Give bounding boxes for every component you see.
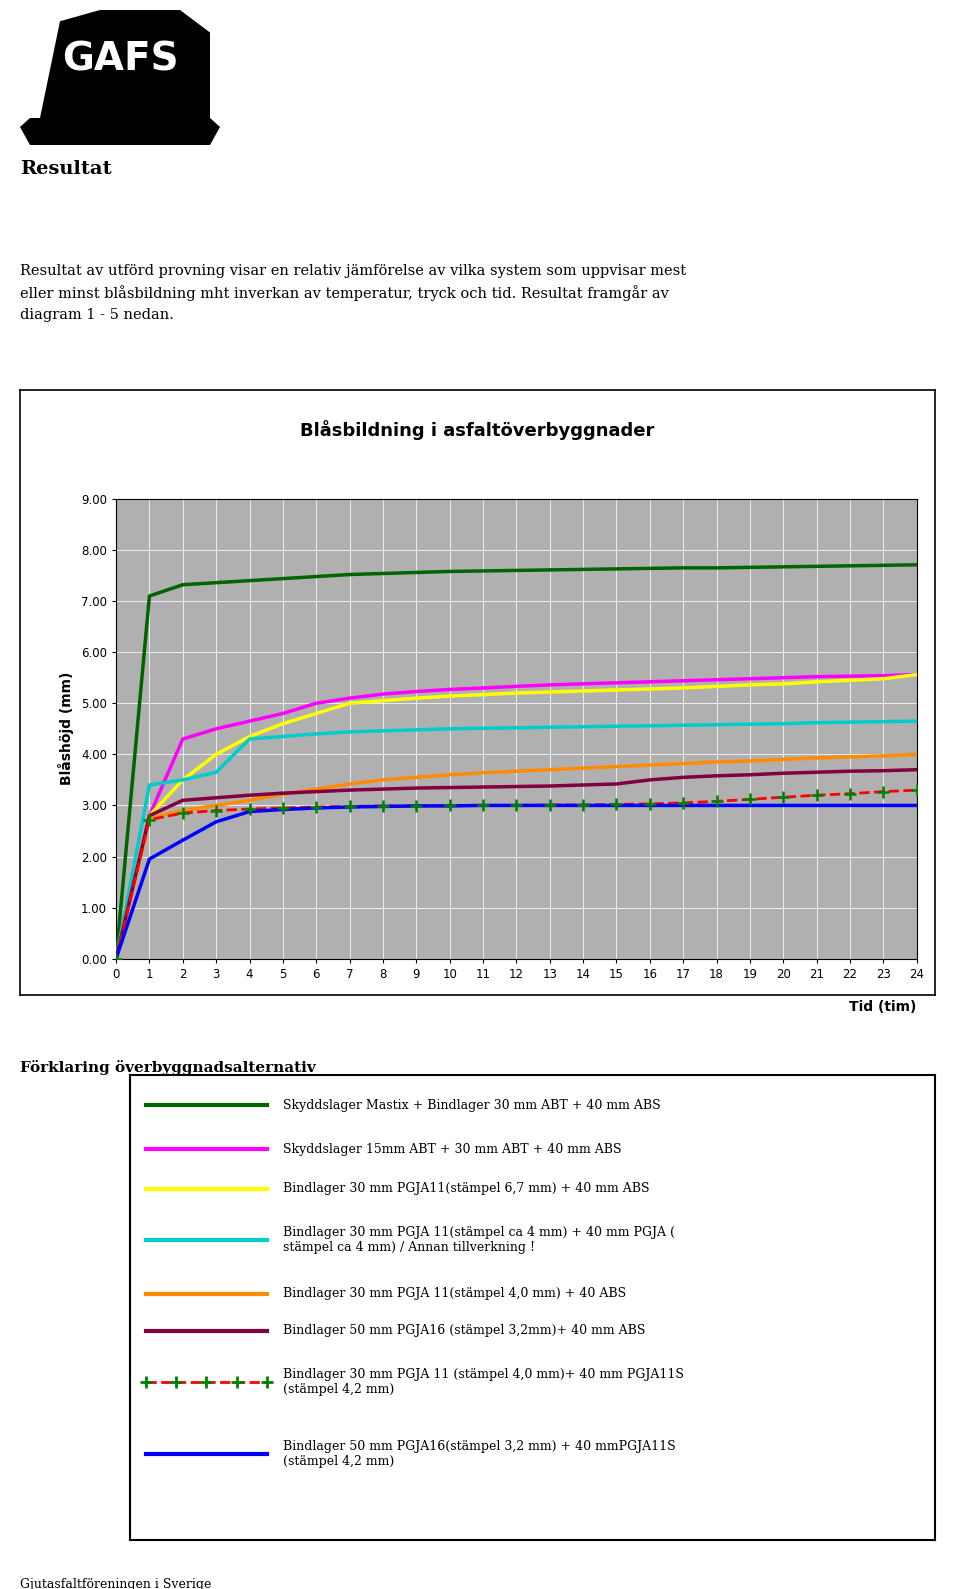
- Text: Skyddslager 15mm ABT + 30 mm ABT + 40 mm ABS: Skyddslager 15mm ABT + 30 mm ABT + 40 mm…: [283, 1142, 621, 1155]
- Text: Tid (tim): Tid (tim): [850, 999, 917, 1014]
- Text: Bindlager 30 mm PGJA 11(stämpel 4,0 mm) + 40 ABS: Bindlager 30 mm PGJA 11(stämpel 4,0 mm) …: [283, 1287, 626, 1300]
- Text: Diagram 1 : Blåsbildning samtliga prover: Diagram 1 : Blåsbildning samtliga prover: [20, 486, 407, 505]
- Polygon shape: [30, 10, 210, 118]
- Text: Bindlager 30 mm PGJA 11 (stämpel 4,0 mm)+ 40 mm PGJA11S
(stämpel 4,2 mm): Bindlager 30 mm PGJA 11 (stämpel 4,0 mm)…: [283, 1368, 684, 1395]
- Text: Förklaring överbyggnadsalternativ: Förklaring överbyggnadsalternativ: [20, 1060, 316, 1076]
- Text: Bindlager 30 mm PGJA 11(stämpel ca 4 mm) + 40 mm PGJA (
stämpel ca 4 mm) / Annan: Bindlager 30 mm PGJA 11(stämpel ca 4 mm)…: [283, 1227, 675, 1254]
- Text: Bindlager 50 mm PGJA16 (stämpel 3,2mm)+ 40 mm ABS: Bindlager 50 mm PGJA16 (stämpel 3,2mm)+ …: [283, 1324, 645, 1338]
- Text: Resultat: Resultat: [20, 160, 111, 178]
- Text: Bindlager 50 mm PGJA16(stämpel 3,2 mm) + 40 mmPGJA11S
(stämpel 4,2 mm): Bindlager 50 mm PGJA16(stämpel 3,2 mm) +…: [283, 1440, 676, 1468]
- Text: Resultat av utförd provning visar en relativ jämförelse av vilka system som uppv: Resultat av utförd provning visar en rel…: [20, 264, 686, 323]
- Y-axis label: Blåshöjd (mm): Blåshöjd (mm): [59, 672, 74, 785]
- Text: GAFS: GAFS: [61, 40, 179, 78]
- Text: Bindlager 30 mm PGJA11(stämpel 6,7 mm) + 40 mm ABS: Bindlager 30 mm PGJA11(stämpel 6,7 mm) +…: [283, 1182, 650, 1195]
- Text: Skyddslager Mastix + Bindlager 30 mm ABT + 40 mm ABS: Skyddslager Mastix + Bindlager 30 mm ABT…: [283, 1098, 660, 1112]
- Text: Gjutasfaltföreningen i Sverige: Gjutasfaltföreningen i Sverige: [20, 1578, 211, 1589]
- Text: Blåsbildning i asfaltöverbyggnader: Blåsbildning i asfaltöverbyggnader: [300, 419, 655, 440]
- Polygon shape: [20, 118, 220, 145]
